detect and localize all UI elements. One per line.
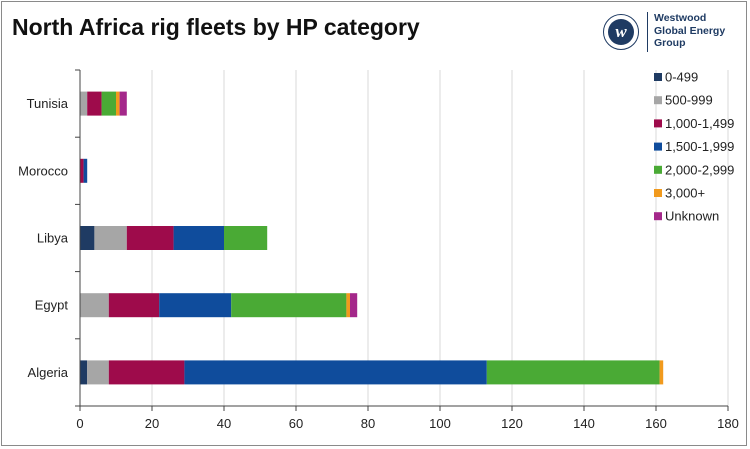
logo-text: Westwood Global Energy Group	[654, 12, 725, 50]
legend-label-unknown: Unknown	[665, 209, 719, 224]
bar-libya-2-000-2-999	[224, 226, 268, 250]
bar-morocco-1-500-1-999	[83, 158, 88, 183]
bar-egypt-500-999	[80, 293, 109, 318]
bar-tunisia-3-000-	[116, 91, 120, 116]
chart-title: North Africa rig fleets by HP category	[12, 14, 420, 40]
category-label-algeria: Algeria	[28, 365, 69, 380]
bar-libya-0-499	[80, 226, 95, 250]
legend-swatch-unknown	[654, 212, 662, 221]
logo-divider	[647, 12, 648, 52]
bar-egypt-1-500-1-999	[159, 293, 232, 318]
x-tick-label-140: 140	[573, 416, 595, 431]
logo-line-2: Global Energy	[654, 24, 726, 37]
x-tick-label-160: 160	[645, 416, 667, 431]
x-tick-label-100: 100	[429, 416, 451, 431]
bar-algeria-1-500-1-999	[184, 360, 487, 385]
legend-label-1-000-1-499: 1,000-1,499	[665, 116, 734, 131]
logo-line-1: Westwood	[654, 12, 707, 24]
category-label-libya: Libya	[37, 231, 69, 246]
bar-algeria-2-000-2-999	[486, 360, 660, 385]
bar-egypt-unknown	[350, 293, 358, 318]
bar-algeria-500-999	[87, 360, 109, 385]
bars	[80, 91, 664, 385]
legend-label-1-500-1-999: 1,500-1,999	[665, 139, 734, 154]
legend-label-3-000-: 3,000+	[665, 186, 705, 201]
bar-algeria-1-000-1-499	[108, 360, 185, 385]
bar-egypt-1-000-1-499	[108, 293, 160, 318]
logo-mark-icon: w	[603, 14, 639, 50]
westwood-logo: w Westwood Global Energy Group	[603, 12, 743, 56]
bar-egypt-2-000-2-999	[231, 293, 347, 318]
legend-label-500-999: 500-999	[665, 93, 713, 108]
logo-line-3: Group	[654, 37, 686, 49]
bar-tunisia-unknown	[119, 91, 127, 116]
x-tick-label-80: 80	[361, 416, 375, 431]
legend-swatch-1-500-1-999	[654, 142, 662, 151]
bar-tunisia-2-000-2-999	[101, 91, 116, 116]
category-label-egypt: Egypt	[35, 298, 69, 313]
category-label-tunisia: Tunisia	[27, 96, 69, 111]
x-tick-label-20: 20	[145, 416, 159, 431]
legend-swatch-2-000-2-999	[654, 165, 662, 174]
x-tick-label-40: 40	[217, 416, 231, 431]
x-tick-label-0: 0	[76, 416, 83, 431]
category-label-morocco: Morocco	[18, 163, 68, 178]
legend-label-0-499: 0-499	[665, 70, 698, 85]
legend-label-2-000-2-999: 2,000-2,999	[665, 162, 734, 177]
bar-libya-1-500-1-999	[173, 226, 224, 250]
legend-swatch-0-499	[654, 73, 662, 81]
x-tick-label-180: 180	[717, 416, 739, 431]
x-tick-label-60: 60	[289, 416, 303, 431]
bar-morocco-1-000-1-499	[80, 158, 84, 183]
bar-algeria-3-000-	[659, 360, 664, 385]
bar-tunisia-1-000-1-499	[87, 91, 102, 116]
legend: 0-499 500-999 1,000-1,499 1,500-1,999 2,000-…	[654, 70, 734, 224]
bar-algeria-0-499	[80, 360, 88, 385]
bar-libya-1-000-1-499	[126, 226, 174, 250]
legend-swatch-3-000-	[654, 189, 662, 197]
legend-swatch-500-999	[654, 96, 662, 105]
logo-letter: w	[608, 19, 634, 45]
legend-swatch-1-000-1-499	[654, 119, 662, 128]
bar-tunisia-500-999	[80, 91, 88, 116]
bar-libya-500-999	[94, 226, 127, 250]
axes: 0 20 40 60 80 100 120 140 160 180 Tunisia Morocco Li…	[18, 69, 739, 431]
bar-egypt-3-000-	[346, 293, 350, 318]
x-tick-label-120: 120	[501, 416, 523, 431]
